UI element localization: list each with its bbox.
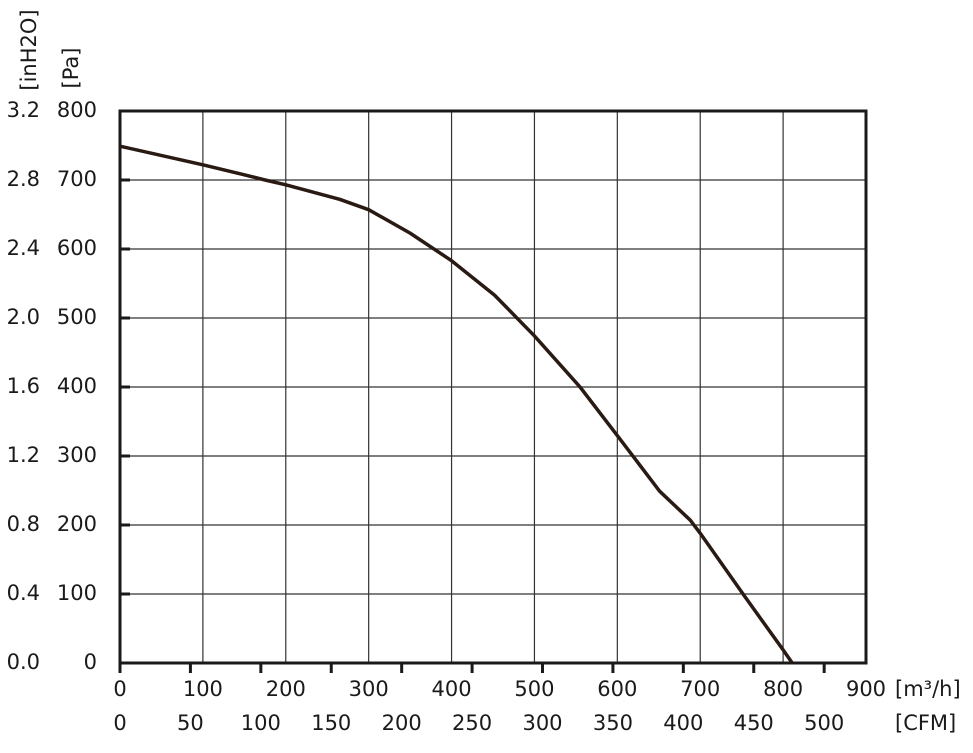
y-tick-label: 800 [57,98,97,122]
x-tick-label: 200 [266,677,306,701]
y-tick-label: 200 [57,512,97,536]
y2-tick-label: 0.0 [7,650,40,674]
x2-tick-label: 0 [113,711,126,735]
x2-tick-label: 250 [452,711,492,735]
y2-tick-label: 2.8 [7,167,40,191]
x-tick-label: 800 [763,677,803,701]
x2-tick-label: 100 [241,711,281,735]
y-tick-label: 600 [57,236,97,260]
x-tick-label: 900 [846,677,886,701]
x-tick-label: 400 [432,677,472,701]
y-tick-label: 700 [57,167,97,191]
x2-tick-label: 400 [663,711,703,735]
y2-tick-label: 0.8 [7,512,40,536]
x2-tick-label: 50 [177,711,204,735]
x-unit: [m³/h] [895,677,961,701]
y2-tick-label: 0.4 [7,581,40,605]
x-tick-label: 0 [113,677,126,701]
y-unit: [Pa] [59,48,83,89]
x2-tick-label: 200 [382,711,422,735]
x-tick-label: 500 [514,677,554,701]
y2-tick-label: 1.2 [7,443,40,467]
x2-tick-label: 500 [804,711,844,735]
y2-tick-label: 3.2 [7,98,40,122]
x-tick-label: 100 [183,677,223,701]
y2-tick-label: 2.4 [7,236,40,260]
y-tick-label: 100 [57,581,97,605]
x-tick-label: 700 [680,677,720,701]
y-tick-label: 400 [57,374,97,398]
y-tick-label: 300 [57,443,97,467]
curve [119,144,794,664]
y2-tick-label: 1.6 [7,374,40,398]
y2-tick-label: 2.0 [7,305,40,329]
x2-tick-label: 300 [522,711,562,735]
x2-tick-label: 150 [311,711,351,735]
y-tick-label: 0 [84,650,97,674]
y-tick-label: 500 [57,305,97,329]
x2-tick-label: 350 [593,711,633,735]
x2-tick-label: 450 [734,711,774,735]
plot-frame [118,109,868,665]
x2-unit: [CFM] [895,711,956,735]
x-tick-label: 300 [349,677,389,701]
y2-unit: [inH2O] [17,9,41,90]
x-tick-label: 600 [597,677,637,701]
